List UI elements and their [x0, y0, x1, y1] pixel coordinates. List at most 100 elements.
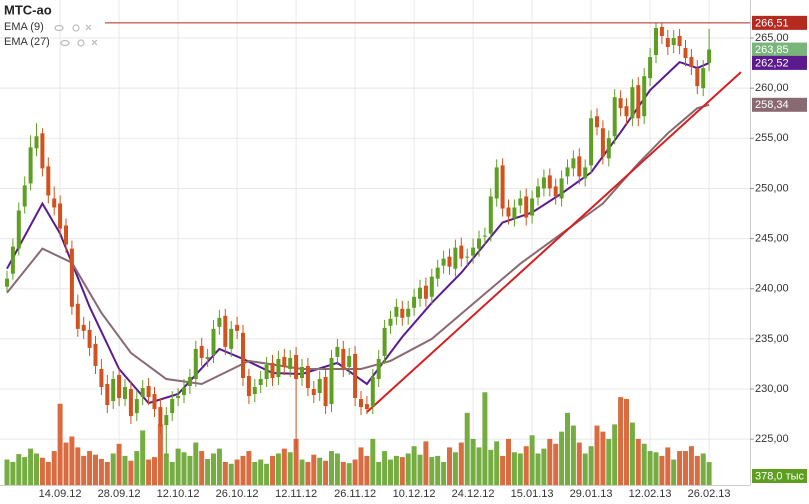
x-tick-label: 10.12.12 [393, 488, 436, 500]
x-tick-label: 26.02.13 [688, 488, 731, 500]
volume-bar [570, 425, 576, 485]
candle-body [530, 198, 535, 216]
volume-bar [157, 424, 163, 485]
volume-bar [612, 424, 618, 485]
volume-bar [10, 461, 16, 485]
candle-body [441, 258, 446, 266]
volume-bar [128, 460, 134, 485]
candle-body [347, 355, 352, 367]
candle-body [671, 38, 676, 46]
candle-body [305, 365, 310, 389]
volume-bar [140, 430, 146, 485]
volume-bar [541, 448, 547, 485]
volume-bar [629, 422, 635, 485]
candle-body [659, 26, 664, 37]
candle-body [134, 399, 139, 414]
volume-bar [57, 403, 63, 485]
candle-body [264, 364, 269, 379]
x-tick-label: 15.01.13 [511, 488, 554, 500]
volume-bar [659, 455, 665, 485]
volume-bar [51, 451, 57, 485]
y-tick-label: 240,00 [755, 283, 789, 295]
volume-bar [98, 458, 104, 485]
volume-bar [683, 451, 688, 485]
volume-bar [116, 443, 122, 485]
volume-bar [370, 438, 376, 485]
volume-bar [624, 398, 629, 485]
volume-bar [228, 463, 234, 485]
volume-bar [393, 455, 399, 485]
volume-bar [104, 461, 110, 485]
candle-body [512, 207, 517, 219]
candle-body [559, 178, 564, 199]
candle-body [488, 196, 493, 234]
legend-icons[interactable] [54, 24, 98, 47]
candle-body [459, 245, 464, 259]
candle-body [612, 97, 617, 137]
candle-body [370, 376, 375, 407]
volume-bar [39, 457, 45, 485]
candle-body [447, 256, 452, 267]
candle-body [176, 396, 181, 399]
volume-bar [258, 459, 264, 485]
volume-bar [688, 446, 694, 485]
candle-body [707, 49, 712, 64]
volume-bar [441, 461, 447, 485]
candle-body [335, 346, 340, 357]
volume-bar [476, 447, 482, 485]
candle-body [22, 185, 27, 207]
ema-label-box [752, 55, 807, 70]
candle-body [453, 247, 458, 269]
volume-bar [28, 448, 34, 485]
volume-bar [234, 459, 240, 485]
volume-bar [22, 457, 28, 485]
volume-bar [334, 453, 340, 485]
volume-bar [187, 455, 193, 485]
volume-bar [63, 442, 69, 485]
candle-body [701, 68, 706, 89]
volume-bar [576, 442, 582, 485]
candle-body [123, 387, 127, 400]
candle-body [683, 48, 688, 59]
volume-bar [594, 425, 600, 485]
y-tick-label: 260,00 [755, 82, 789, 94]
high-label: 266,51 [755, 17, 789, 29]
candle-body [5, 278, 9, 287]
volume-bar [340, 461, 346, 485]
candle-body [589, 118, 594, 166]
candle-body [423, 285, 428, 299]
volume-bar [417, 454, 423, 485]
candle-body [394, 306, 399, 317]
candle-body [75, 303, 80, 329]
volume-bar [488, 449, 494, 485]
candle-body [382, 327, 387, 356]
volume-bar [429, 457, 435, 485]
volume-bar [653, 452, 659, 485]
candle-body [246, 375, 251, 397]
legend-label: EMA (9) [4, 21, 44, 33]
candle-body [547, 175, 552, 189]
candle-body [16, 210, 21, 249]
high-label-box [752, 15, 807, 30]
volume-bar [452, 452, 458, 485]
ema-label-box [752, 97, 807, 112]
volume-bar [382, 451, 388, 485]
candle-body [518, 198, 523, 206]
candle-body [117, 374, 122, 399]
volume-bar [405, 453, 411, 485]
plot [0, 0, 750, 485]
candle-body [217, 317, 222, 327]
candle-body [199, 345, 204, 358]
candle-body [665, 38, 670, 48]
candle-body [300, 366, 304, 378]
y-tick-label: 230,00 [755, 383, 789, 395]
volume-label: 378,0 тыс [755, 470, 805, 482]
volume-bar [494, 441, 500, 485]
volume-bar [252, 461, 258, 485]
volume-bar [506, 438, 511, 485]
candle-body [182, 388, 186, 396]
volume-bar [641, 443, 647, 485]
volume-bar [352, 459, 358, 485]
candle-body [28, 147, 33, 184]
